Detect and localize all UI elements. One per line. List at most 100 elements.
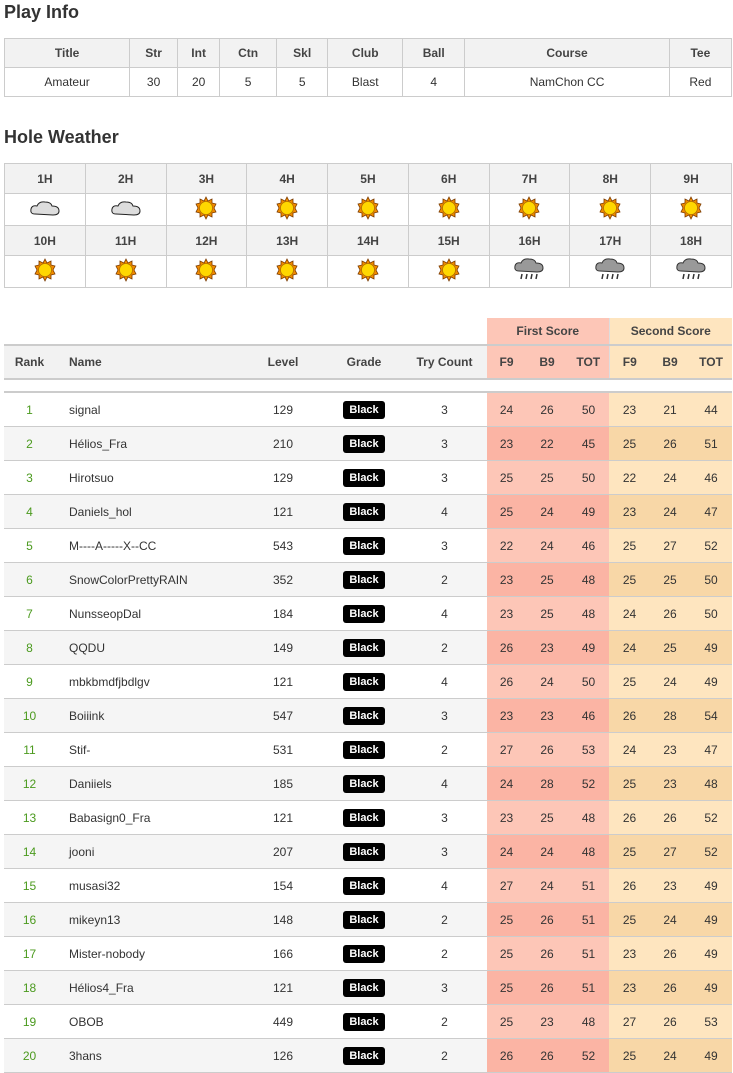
cell-second-b9: 26 <box>650 426 691 461</box>
cell-second-b9: 24 <box>650 902 691 937</box>
cell-first-tot: 49 <box>568 630 610 665</box>
cell-rank: 3 <box>4 460 55 495</box>
cell-second-f9: 24 <box>609 630 651 665</box>
cell-second-tot: 54 <box>690 698 733 733</box>
cell-second-tot: 49 <box>690 902 733 937</box>
table-row: 9 mbkbmdfjbdlgv 121 Black 4 26 24 50 25 24 49 <box>4 664 733 699</box>
info-value-str: 30 <box>129 67 178 97</box>
cell-first-b9: 25 <box>526 596 568 631</box>
cell-grade: Black <box>326 528 402 563</box>
header-rank: Rank <box>4 344 55 380</box>
cell-level: 184 <box>240 596 326 631</box>
cell-second-tot: 47 <box>690 732 733 767</box>
cell-first-f9: 27 <box>487 732 526 767</box>
cell-rank: 7 <box>4 596 55 631</box>
cloud-icon <box>110 201 142 221</box>
table-row: 8 QQDU 149 Black 2 26 23 49 24 25 49 <box>4 630 733 665</box>
cell-second-b9: 26 <box>650 596 691 631</box>
cell-name: Hélios4_Fra <box>55 970 240 1005</box>
cell-first-f9: 23 <box>487 698 526 733</box>
grade-badge: Black <box>343 434 385 453</box>
hole-weather-cell <box>650 255 732 288</box>
cell-name: 3hans <box>55 1038 240 1073</box>
hole-label: 3H <box>165 163 248 194</box>
cell-grade: Black <box>326 698 402 733</box>
hole-label: 9H <box>650 163 732 194</box>
cell-first-tot: 48 <box>568 834 610 869</box>
cell-grade: Black <box>326 392 402 427</box>
cell-second-f9: 26 <box>609 698 651 733</box>
cell-second-b9: 24 <box>650 664 691 699</box>
cell-second-b9: 27 <box>650 834 691 869</box>
info-value-club: Blast <box>327 67 404 97</box>
cell-second-tot: 49 <box>690 970 733 1005</box>
cell-first-tot: 52 <box>568 766 610 801</box>
cell-rank: 16 <box>4 902 55 937</box>
cell-second-tot: 49 <box>690 868 733 903</box>
cell-try-count: 4 <box>402 596 487 631</box>
cell-name: Boiiink <box>55 698 240 733</box>
cell-grade: Black <box>326 664 402 699</box>
cell-name: mbkbmdfjbdlgv <box>55 664 240 699</box>
cell-second-f9: 27 <box>609 1004 651 1039</box>
cell-try-count: 2 <box>402 936 487 971</box>
cell-rank: 2 <box>4 426 55 461</box>
hole-weather-cell <box>327 255 409 288</box>
cell-second-f9: 25 <box>609 562 651 597</box>
cell-second-f9: 23 <box>609 494 651 529</box>
cell-level: 543 <box>240 528 326 563</box>
sun-icon <box>275 196 299 223</box>
cloud-icon <box>29 201 61 221</box>
hole-weather-cell <box>4 255 86 288</box>
cell-name: Hélios_Fra <box>55 426 240 461</box>
cell-second-tot: 48 <box>690 766 733 801</box>
cell-first-b9: 26 <box>526 936 568 971</box>
grade-badge: Black <box>343 774 385 793</box>
cell-level: 352 <box>240 562 326 597</box>
cell-first-tot: 48 <box>568 1004 610 1039</box>
sun-icon <box>517 196 541 223</box>
cell-name: OBOB <box>55 1004 240 1039</box>
grade-badge: Black <box>343 706 385 725</box>
sun-icon <box>275 258 299 285</box>
cell-second-f9: 25 <box>609 902 651 937</box>
header-first-tot: TOT <box>568 344 610 380</box>
info-header-skl: Skl <box>275 38 329 68</box>
hole-weather-cell <box>407 193 490 226</box>
cell-try-count: 3 <box>402 460 487 495</box>
hole-label: 15H <box>407 225 490 256</box>
cell-level: 121 <box>240 800 326 835</box>
table-row: 15 musasi32 154 Black 4 27 24 51 26 23 49 <box>4 868 733 903</box>
hole-label: 6H <box>407 163 490 194</box>
info-header-course: Course <box>464 38 670 68</box>
cell-second-b9: 23 <box>650 732 691 767</box>
header-second-b9: B9 <box>650 344 691 380</box>
cell-first-b9: 26 <box>526 970 568 1005</box>
cell-name: Mister-nobody <box>55 936 240 971</box>
cell-grade: Black <box>326 902 402 937</box>
cell-second-tot: 49 <box>690 936 733 971</box>
table-row: 19 OBOB 449 Black 2 25 23 48 27 26 53 <box>4 1004 733 1039</box>
cell-first-b9: 23 <box>526 698 568 733</box>
cell-first-f9: 23 <box>487 800 526 835</box>
cell-name: Daniiels <box>55 766 240 801</box>
cell-grade: Black <box>326 970 402 1005</box>
cell-rank: 1 <box>4 392 55 427</box>
cell-first-f9: 23 <box>487 426 526 461</box>
grade-badge: Black <box>343 638 385 657</box>
cell-rank: 11 <box>4 732 55 767</box>
cell-first-tot: 53 <box>568 732 610 767</box>
cell-first-b9: 26 <box>526 1038 568 1073</box>
cell-try-count: 3 <box>402 800 487 835</box>
cell-second-b9: 26 <box>650 1004 691 1039</box>
grade-badge: Black <box>343 978 385 997</box>
table-row: 14 jooni 207 Black 3 24 24 48 25 27 52 <box>4 834 733 869</box>
cell-name: Stif- <box>55 732 240 767</box>
hole-weather-cell <box>327 193 409 226</box>
table-row: 13 Babasign0_Fra 121 Black 3 23 25 48 26 26 52 <box>4 800 733 835</box>
cell-first-b9: 23 <box>526 630 568 665</box>
cell-level: 129 <box>240 392 326 427</box>
hole-weather-cell <box>407 255 490 288</box>
cell-second-f9: 22 <box>609 460 651 495</box>
table-row: 7 NunsseopDal 184 Black 4 23 25 48 24 26 50 <box>4 596 733 631</box>
